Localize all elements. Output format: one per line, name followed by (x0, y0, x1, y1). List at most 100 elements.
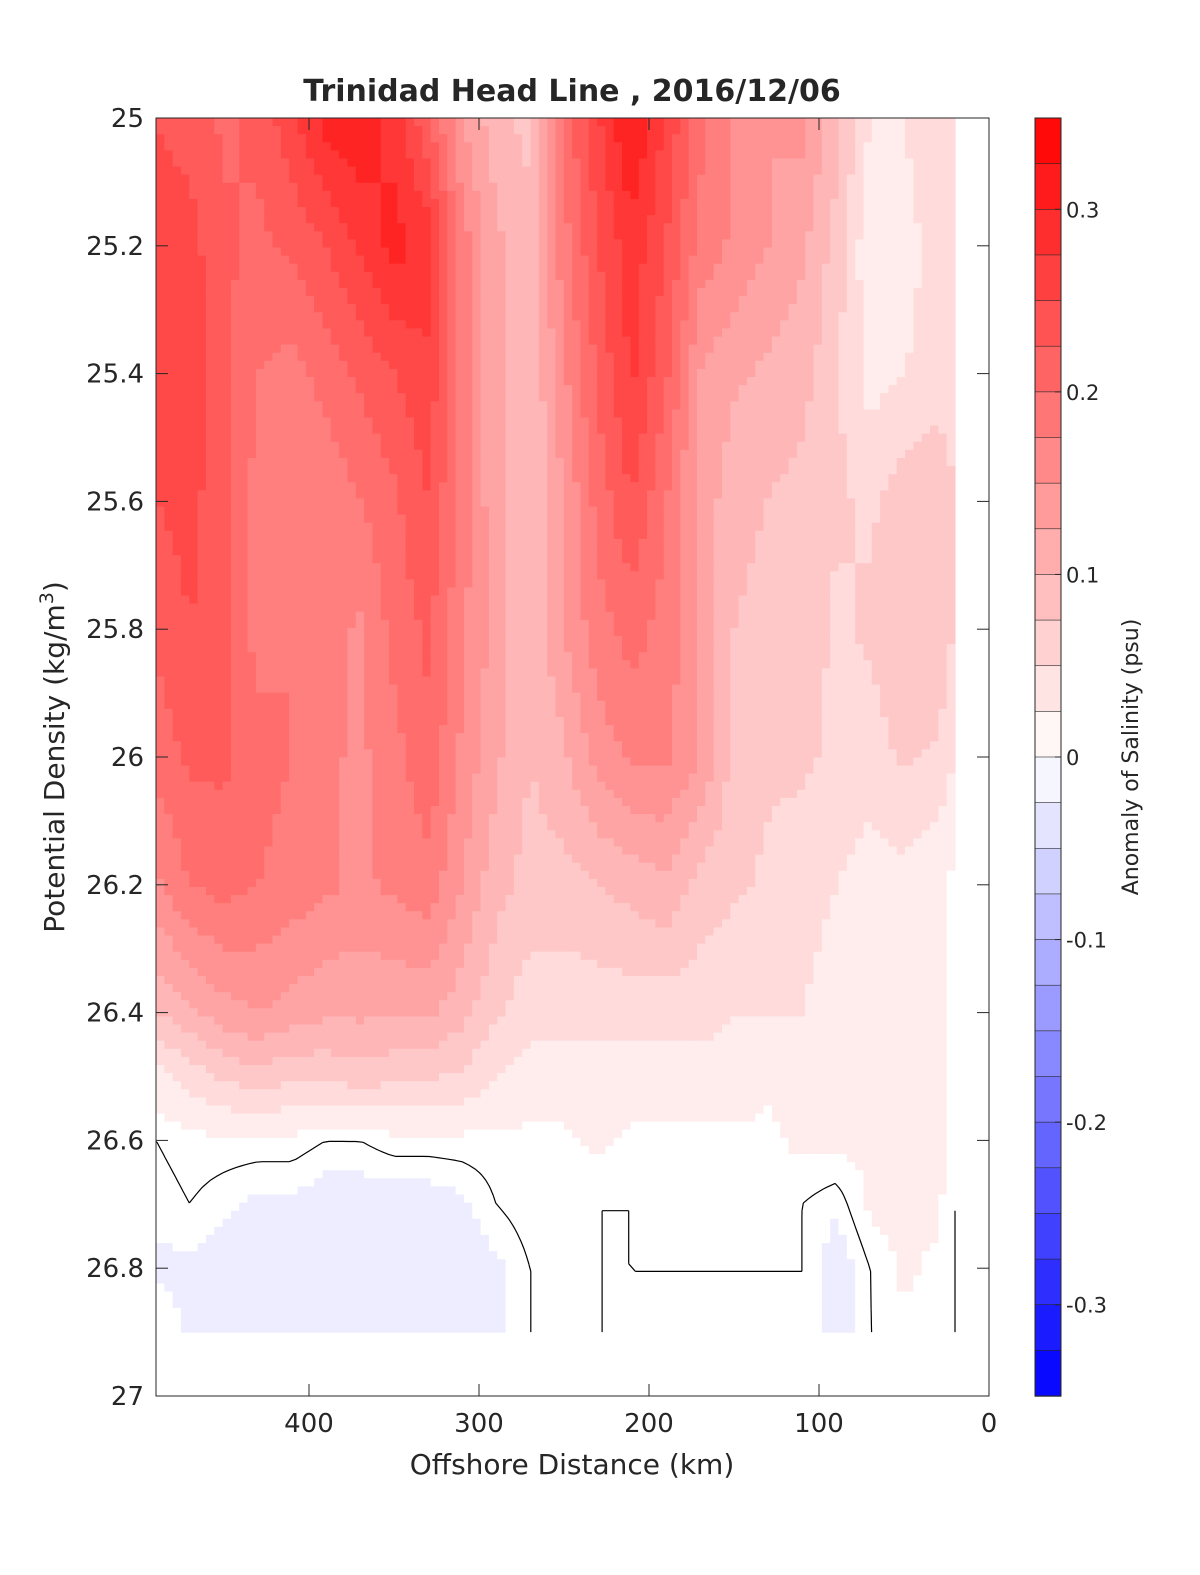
contour-cell (871, 393, 881, 402)
contour-cell (347, 231, 357, 241)
contour-cell (855, 344, 865, 354)
contour-cell (239, 482, 249, 491)
contour-cell (871, 344, 881, 354)
contour-cell (796, 328, 806, 338)
contour-cell (705, 207, 715, 216)
contour-cell (605, 312, 615, 321)
contour-cell (855, 126, 865, 135)
contour-cell (730, 207, 740, 216)
contour-cell (771, 304, 781, 313)
contour-cell (205, 247, 215, 257)
contour-cell (563, 126, 573, 135)
contour-cell (746, 401, 756, 410)
contour-cell (380, 498, 390, 508)
contour-cell (730, 352, 740, 362)
contour-cell (530, 401, 540, 410)
contour-cell (222, 522, 232, 532)
contour-cell (705, 514, 715, 524)
contour-cell (696, 142, 706, 151)
contour-cell (830, 393, 840, 402)
contour-cell (438, 441, 448, 451)
contour-cell (855, 393, 865, 402)
contour-cell (430, 377, 440, 386)
contour-cell (830, 304, 840, 313)
contour-cell (305, 296, 315, 305)
contour-cell (655, 255, 665, 265)
contour-cell (680, 166, 690, 176)
contour-cell (821, 466, 831, 475)
contour-cell (364, 320, 373, 330)
contour-cell (821, 360, 831, 370)
contour-cell (513, 514, 523, 524)
contour-cell (605, 320, 615, 330)
contour-cell (663, 328, 673, 338)
contour-cell (663, 466, 673, 475)
contour-cell (938, 150, 948, 160)
contour-cell (538, 215, 548, 224)
contour-cell (156, 223, 165, 232)
contour-cell (647, 522, 656, 532)
contour-cell (205, 457, 215, 467)
contour-cell (422, 449, 432, 459)
contour-cell (813, 239, 823, 249)
contour-cell (289, 409, 299, 419)
contour-cell (505, 377, 515, 386)
contour-cell (522, 263, 532, 273)
contour-cell (455, 239, 465, 249)
contour-cell (505, 530, 515, 540)
contour-cell (189, 207, 199, 216)
contour-cell (938, 142, 948, 151)
contour-cell (688, 239, 698, 249)
contour-cell (805, 360, 815, 370)
contour-cell (372, 190, 382, 200)
contour-cell (905, 522, 914, 532)
contour-cell (638, 304, 648, 313)
contour-cell (913, 223, 923, 232)
contour-cell (696, 409, 706, 419)
contour-cell (222, 449, 232, 459)
contour-cell (780, 482, 790, 491)
contour-cell (930, 506, 939, 516)
contour-cell (796, 296, 806, 305)
contour-cell (214, 457, 224, 467)
contour-cell (763, 466, 773, 475)
contour-cell (239, 150, 249, 160)
contour-cell (364, 328, 373, 338)
contour-cell (180, 158, 190, 168)
contour-cell (405, 352, 415, 362)
contour-cell (397, 198, 407, 208)
contour-cell (647, 425, 656, 435)
contour-cell (172, 433, 182, 443)
contour-cell (314, 207, 324, 216)
contour-cell (763, 255, 773, 265)
contour-cell (372, 466, 382, 475)
contour-cell (447, 409, 457, 419)
contour-cell (813, 514, 823, 524)
contour-cell (946, 530, 956, 540)
contour-cell (763, 336, 773, 346)
contour-cell (339, 304, 349, 313)
contour-cell (330, 190, 340, 200)
contour-cell (888, 336, 898, 346)
contour-cell (655, 425, 665, 435)
contour-cell (805, 385, 815, 394)
contour-cell (272, 409, 282, 419)
contour-cell (505, 409, 515, 419)
contour-cell (913, 126, 923, 135)
contour-cell (480, 182, 490, 192)
contour-cell (463, 401, 473, 410)
contour-cell (355, 336, 365, 346)
contour-cell (230, 490, 240, 500)
contour-cell (530, 393, 540, 402)
contour-cell (255, 425, 265, 435)
contour-cell (205, 271, 215, 281)
contour-cell (380, 344, 390, 354)
contour-cell (730, 401, 740, 410)
contour-cell (663, 239, 673, 249)
contour-cell (197, 417, 207, 427)
contour-cell (763, 263, 773, 273)
contour-cell (522, 304, 532, 313)
contour-cell (613, 352, 623, 362)
contour-cell (480, 449, 490, 459)
contour-cell (638, 401, 648, 410)
